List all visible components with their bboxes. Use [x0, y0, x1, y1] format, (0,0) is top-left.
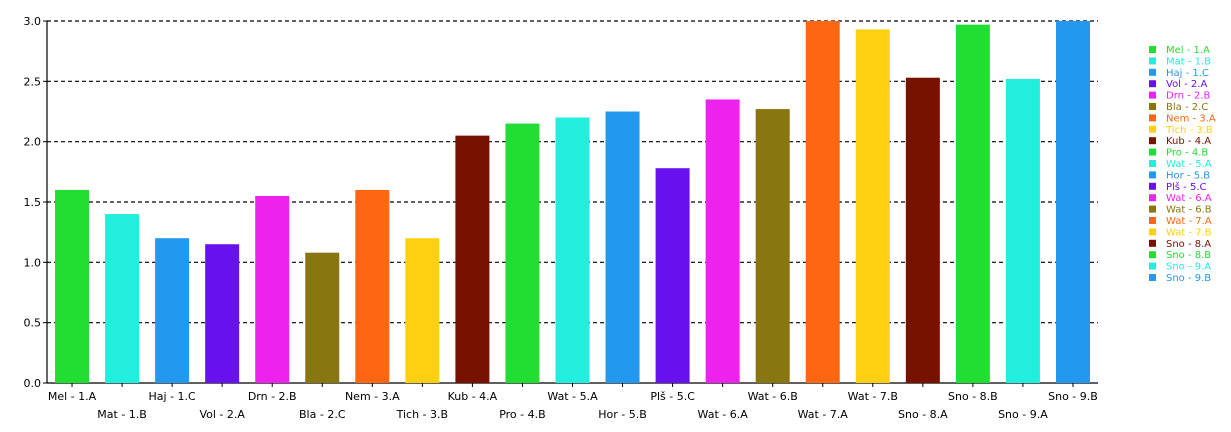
- bar: [505, 123, 540, 384]
- bar: [105, 214, 140, 383]
- bar: [1005, 78, 1040, 384]
- legend-swatch: [1149, 137, 1156, 145]
- x-tick-label: Vol - 2.A: [199, 408, 245, 421]
- legend-swatch: [1149, 148, 1156, 156]
- bar: [355, 189, 390, 383]
- bar: [955, 24, 990, 384]
- legend-label: Wat - 5.A: [1166, 159, 1212, 170]
- x-tick-label: Mel - 1.A: [48, 390, 97, 403]
- bar: [305, 252, 340, 383]
- legend-swatch: [1149, 262, 1156, 270]
- y-tick-label: 3.0: [24, 15, 42, 28]
- legend-label: Sno - 9.A: [1166, 262, 1211, 273]
- y-tick-label: 1.5: [24, 196, 42, 209]
- bar: [1055, 21, 1090, 383]
- legend-label: Drn - 2.B: [1166, 91, 1210, 102]
- y-tick-label: 0.5: [24, 317, 42, 330]
- x-tick-label: Pro - 4.B: [499, 408, 545, 421]
- y-tick-label: 2.0: [24, 136, 42, 149]
- legend-label: Sno - 8.A: [1166, 239, 1211, 250]
- legend-swatch: [1149, 68, 1156, 76]
- legend-label: Wat - 7.B: [1166, 227, 1212, 238]
- y-tick-label: 1.0: [24, 256, 42, 269]
- bar: [55, 189, 90, 383]
- legend-label: Mat - 1.B: [1166, 56, 1211, 67]
- bar: [605, 111, 640, 383]
- legend-label: Mel - 1.A: [1166, 45, 1210, 56]
- legend-swatch: [1149, 114, 1156, 122]
- legend-swatch: [1149, 160, 1156, 167]
- bar: [855, 29, 890, 384]
- legend-swatch: [1149, 205, 1156, 213]
- legend-swatch: [1149, 57, 1156, 65]
- x-tick-label: Bla - 2.C: [299, 408, 346, 421]
- legend-swatch: [1149, 228, 1156, 236]
- legend-label: Plš - 5.C: [1166, 181, 1207, 193]
- legend-label: Pro - 4.B: [1166, 148, 1208, 159]
- legend-label: Hor - 5.B: [1166, 170, 1210, 181]
- legend-label: Sno - 9.B: [1166, 273, 1211, 284]
- bar: [805, 21, 840, 383]
- bar: [755, 109, 790, 383]
- x-tick-label: Sno - 8.A: [898, 408, 948, 421]
- legend-label: Tich - 3.B: [1165, 125, 1213, 136]
- x-tick-label: Hor - 5.B: [598, 408, 647, 421]
- legend-swatch: [1149, 103, 1156, 110]
- x-tick-label: Wat - 7.B: [848, 390, 898, 403]
- bar: [555, 117, 590, 384]
- legend-swatch: [1149, 217, 1156, 224]
- y-tick-label: 0.0: [24, 377, 42, 390]
- legend-swatch: [1149, 46, 1156, 53]
- legend-swatch: [1149, 239, 1156, 247]
- bar: [705, 99, 740, 383]
- bar: [405, 238, 440, 383]
- bar: [155, 238, 190, 383]
- x-tick-label: Mat - 1.B: [97, 408, 147, 421]
- x-tick-label: Wat - 6.A: [698, 408, 749, 421]
- legend-label: Haj - 1.C: [1166, 68, 1209, 79]
- legend-label: Bla - 2.C: [1166, 102, 1208, 113]
- x-tick-label: Wat - 7.A: [798, 408, 849, 421]
- legend-label: Wat - 7.A: [1166, 216, 1212, 227]
- legend-swatch: [1149, 91, 1156, 99]
- bar: [255, 195, 290, 383]
- bars: [55, 21, 1090, 384]
- legend-swatch: [1149, 80, 1156, 88]
- bar: [905, 77, 940, 384]
- bar: [205, 244, 240, 383]
- legend-swatch: [1149, 171, 1156, 179]
- legend-label: Sno - 8.B: [1166, 250, 1211, 261]
- legend-label: Vol - 2.A: [1166, 79, 1207, 90]
- x-tick-label: Wat - 6.B: [748, 390, 798, 403]
- legend-swatch: [1149, 251, 1156, 259]
- x-tick-label: Kub - 4.A: [448, 390, 498, 403]
- x-tick-label: Tich - 3.B: [396, 408, 448, 421]
- legend-label: Nem - 3.A: [1166, 113, 1216, 124]
- x-tick-label: Nem - 3.A: [345, 390, 400, 403]
- bar: [655, 168, 690, 383]
- legend-swatch: [1149, 274, 1156, 281]
- legend-label: Kub - 4.A: [1166, 136, 1211, 147]
- y-tick-label: 2.5: [24, 75, 42, 88]
- legend-swatch: [1149, 182, 1156, 190]
- legend-label: Wat - 6.A: [1166, 193, 1212, 204]
- x-tick-label: Haj - 1.C: [149, 390, 197, 403]
- legend-swatch: [1149, 125, 1156, 133]
- x-tick-label: Drn - 2.B: [248, 390, 297, 403]
- legend-label: Wat - 6.B: [1166, 205, 1212, 216]
- x-tick-label: Sno - 8.B: [948, 390, 998, 403]
- x-tick-label: Plš - 5.C: [650, 390, 695, 403]
- x-tick-label: Sno - 9.A: [998, 408, 1048, 421]
- bar: [455, 135, 490, 383]
- legend-swatch: [1149, 194, 1156, 202]
- x-tick-label: Sno - 9.B: [1048, 390, 1098, 403]
- x-tick-label: Wat - 5.A: [547, 390, 598, 403]
